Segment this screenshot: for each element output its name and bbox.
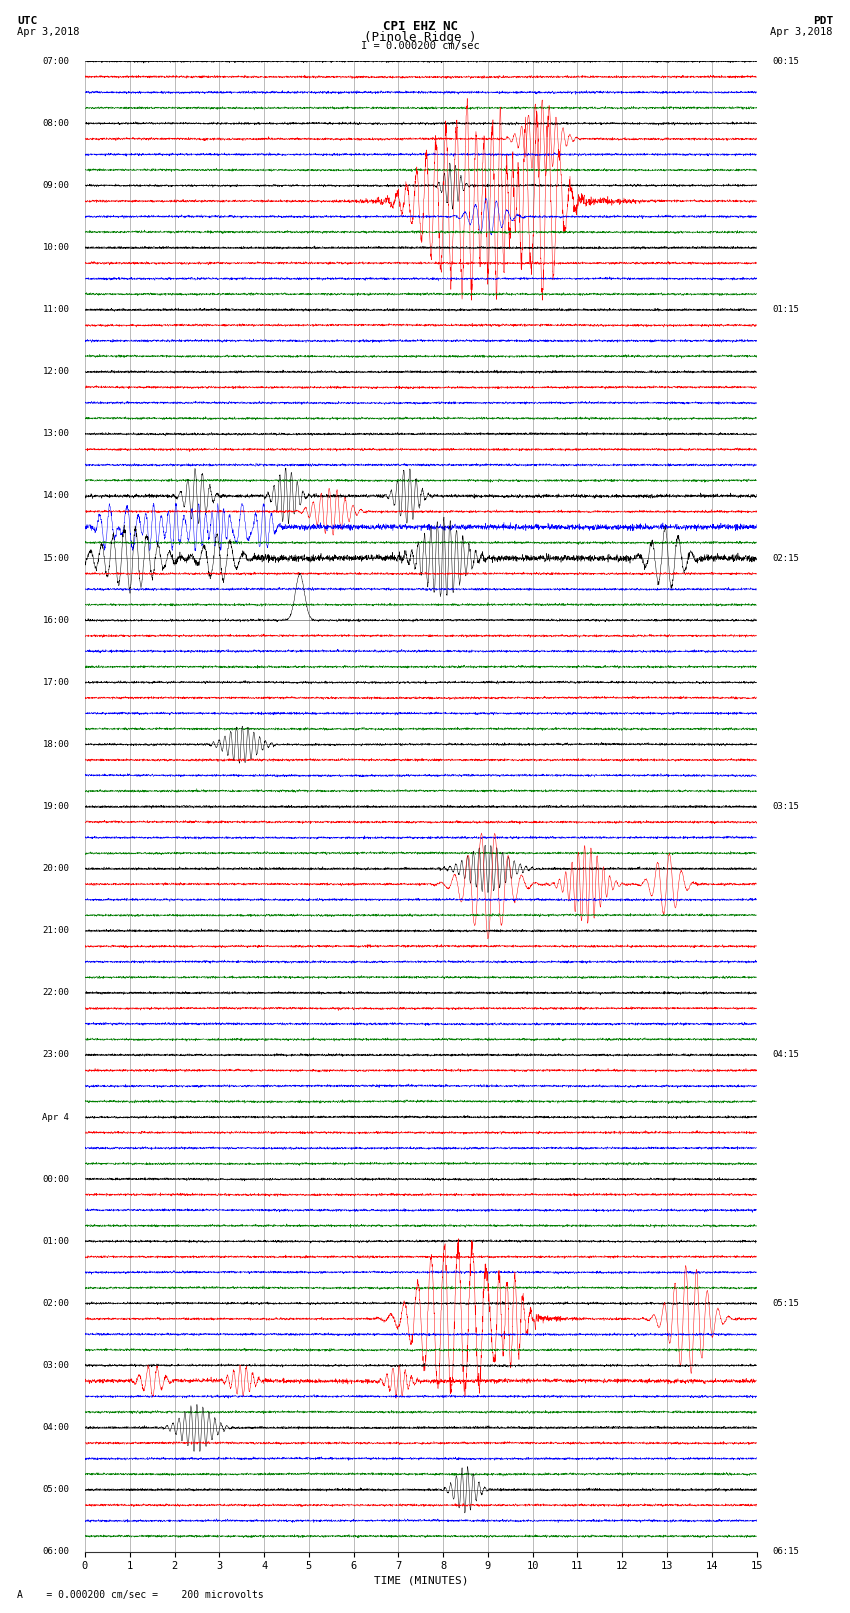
Text: 02:15: 02:15 (772, 553, 799, 563)
Text: 14:00: 14:00 (42, 492, 70, 500)
Text: 12:00: 12:00 (42, 368, 70, 376)
Text: 03:00: 03:00 (42, 1361, 70, 1369)
Text: 17:00: 17:00 (42, 677, 70, 687)
Text: 04:15: 04:15 (772, 1050, 799, 1060)
Text: Apr 3,2018: Apr 3,2018 (17, 27, 80, 37)
X-axis label: TIME (MINUTES): TIME (MINUTES) (373, 1576, 468, 1586)
Text: 00:00: 00:00 (42, 1174, 70, 1184)
Text: 23:00: 23:00 (42, 1050, 70, 1060)
Text: 21:00: 21:00 (42, 926, 70, 936)
Text: 04:00: 04:00 (42, 1423, 70, 1432)
Text: CPI EHZ NC: CPI EHZ NC (383, 19, 458, 34)
Text: PDT: PDT (813, 16, 833, 26)
Text: A    = 0.000200 cm/sec =    200 microvolts: A = 0.000200 cm/sec = 200 microvolts (17, 1590, 264, 1600)
Text: 11:00: 11:00 (42, 305, 70, 315)
Text: 07:00: 07:00 (42, 56, 70, 66)
Text: 02:00: 02:00 (42, 1298, 70, 1308)
Text: 22:00: 22:00 (42, 989, 70, 997)
Text: 06:00: 06:00 (42, 1547, 70, 1557)
Text: 16:00: 16:00 (42, 616, 70, 624)
Text: I = 0.000200 cm/sec: I = 0.000200 cm/sec (361, 40, 480, 52)
Text: 03:15: 03:15 (772, 802, 799, 811)
Text: 20:00: 20:00 (42, 865, 70, 873)
Text: 10:00: 10:00 (42, 244, 70, 252)
Text: 01:00: 01:00 (42, 1237, 70, 1245)
Text: 08:00: 08:00 (42, 119, 70, 127)
Text: 06:15: 06:15 (772, 1547, 799, 1557)
Text: 19:00: 19:00 (42, 802, 70, 811)
Text: (Pinole Ridge ): (Pinole Ridge ) (365, 31, 477, 44)
Text: 01:15: 01:15 (772, 305, 799, 315)
Text: 15:00: 15:00 (42, 553, 70, 563)
Text: Apr 4: Apr 4 (42, 1113, 70, 1121)
Text: Apr 3,2018: Apr 3,2018 (770, 27, 833, 37)
Text: 05:00: 05:00 (42, 1486, 70, 1494)
Text: 18:00: 18:00 (42, 740, 70, 748)
Text: 05:15: 05:15 (772, 1298, 799, 1308)
Text: 00:15: 00:15 (772, 56, 799, 66)
Text: UTC: UTC (17, 16, 37, 26)
Text: 09:00: 09:00 (42, 181, 70, 190)
Text: 13:00: 13:00 (42, 429, 70, 439)
